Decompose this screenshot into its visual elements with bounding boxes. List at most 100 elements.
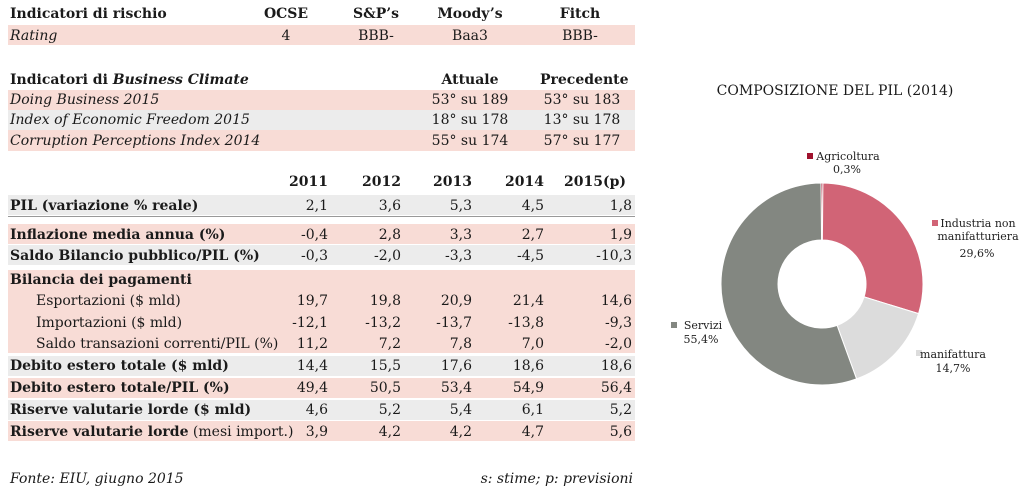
macro-cell: 7,0 bbox=[521, 336, 544, 352]
rating-ocse: 4 bbox=[281, 28, 291, 44]
year-header: 2011 bbox=[289, 174, 328, 190]
rating-fitch: BBB- bbox=[562, 28, 598, 44]
macro-cell: 4,6 bbox=[305, 402, 328, 418]
macro-cell: 3,9 bbox=[305, 424, 328, 440]
slice-industria-non-manifatturiera bbox=[821, 182, 924, 315]
macro-row-label: Debito estero totale/PIL (%) bbox=[10, 380, 230, 396]
macro-cell: 5,4 bbox=[449, 402, 472, 418]
macro-row-label: Saldo Bilancio pubblico/PIL (%) bbox=[10, 248, 260, 264]
macro-cell: 7,2 bbox=[378, 336, 401, 352]
climate-row-previous: 53° su 183 bbox=[543, 92, 621, 108]
slice-label: Industria non bbox=[940, 217, 1015, 230]
legend-swatch bbox=[916, 350, 922, 356]
macro-cell: 7,8 bbox=[449, 336, 472, 352]
macro-row-label: Importazioni ($ mld) bbox=[36, 315, 183, 331]
macro-row-label: Debito estero totale ($ mld) bbox=[10, 358, 229, 374]
slice-value-label: 0,3% bbox=[833, 163, 861, 176]
macro-cell: -13,8 bbox=[508, 315, 544, 331]
macro-cell: 5,6 bbox=[609, 424, 632, 440]
macro-cell: 53,4 bbox=[440, 380, 472, 396]
slice-label: manifatturiera bbox=[937, 230, 1019, 243]
climate-row-current: 18° su 178 bbox=[431, 112, 509, 128]
slice-manifattura bbox=[836, 296, 920, 380]
macro-cell: 17,6 bbox=[440, 358, 472, 374]
climate-row-current: 53° su 189 bbox=[431, 92, 509, 108]
year-header: 2014 bbox=[505, 174, 544, 190]
macro-cell: -4,5 bbox=[517, 248, 544, 264]
macro-row-band bbox=[8, 270, 635, 353]
macro-cell: -0,3 bbox=[301, 248, 328, 264]
slice-value-label: 29,6% bbox=[960, 247, 995, 260]
macro-row-band bbox=[8, 356, 635, 376]
macro-cell: 21,4 bbox=[512, 293, 544, 309]
climate-row-label: Corruption Perceptions Index 2014 bbox=[10, 133, 261, 149]
climate-title: Indicatori di Business Climate bbox=[10, 72, 249, 88]
climate-row-band bbox=[8, 110, 635, 130]
macro-cell: 2,7 bbox=[521, 227, 544, 243]
slice-value-label: 14,7% bbox=[936, 362, 971, 375]
slice-agricoltura bbox=[820, 182, 824, 241]
macro-cell: 56,4 bbox=[600, 380, 632, 396]
macro-row-label: Riserve valutarie lorde ($ mld) bbox=[10, 402, 252, 418]
macro-cell: -10,3 bbox=[596, 248, 632, 264]
legend-swatch bbox=[671, 322, 677, 328]
macro-cell: -2,0 bbox=[374, 248, 401, 264]
macro-cell: 5,2 bbox=[609, 402, 632, 418]
legend-swatch bbox=[807, 153, 813, 159]
macro-cell: 18,6 bbox=[600, 358, 632, 374]
climate-col-previous: Precedente bbox=[540, 72, 629, 88]
macro-cell: 11,2 bbox=[296, 336, 328, 352]
year-header: 2012 bbox=[362, 174, 401, 190]
macro-cell: 4,2 bbox=[449, 424, 472, 440]
climate-row-band bbox=[8, 90, 635, 110]
slice-value-label: 55,4% bbox=[684, 333, 719, 346]
risk-col-ocse: OCSE bbox=[263, 6, 309, 22]
macro-cell: 19,7 bbox=[296, 293, 328, 309]
macro-cell: -13,7 bbox=[436, 315, 472, 331]
macro-cell: 4,7 bbox=[521, 424, 544, 440]
macro-cell: 1,8 bbox=[609, 198, 632, 214]
chart-title: COMPOSIZIONE DEL PIL (2014) bbox=[716, 83, 954, 99]
source-note: Fonte: EIU, giugno 2015 bbox=[10, 471, 184, 487]
macro-row-label: Esportazioni ($ mld) bbox=[36, 293, 181, 309]
legend-swatch bbox=[932, 220, 938, 226]
macro-row-band bbox=[8, 245, 635, 265]
year-header: 2013 bbox=[433, 174, 472, 190]
climate-row-previous: 13° su 178 bbox=[543, 112, 621, 128]
macro-cell: 19,8 bbox=[369, 293, 401, 309]
macro-cell: 20,9 bbox=[440, 293, 472, 309]
macro-cell: 14,6 bbox=[600, 293, 632, 309]
macro-cell: 15,5 bbox=[369, 358, 401, 374]
macro-row-band bbox=[8, 421, 635, 441]
slice-label: Servizi bbox=[684, 319, 723, 332]
macro-cell: 3,3 bbox=[449, 227, 472, 243]
macro-cell: 5,3 bbox=[449, 198, 472, 214]
macro-row-band bbox=[8, 195, 635, 215]
risk-title: Indicatori di rischio bbox=[10, 6, 167, 22]
risk-col-fitch: Fitch bbox=[559, 6, 601, 22]
macro-cell: 3,6 bbox=[378, 198, 401, 214]
climate-row-previous: 57° su 177 bbox=[543, 133, 621, 149]
row-divider bbox=[8, 216, 635, 217]
legend-note: s: stime; p: previsioni bbox=[480, 471, 633, 487]
year-header: 2015(p) bbox=[563, 174, 626, 190]
macro-cell: 4,5 bbox=[521, 198, 544, 214]
macro-cell: 2,1 bbox=[305, 198, 328, 214]
macro-cell: -0,4 bbox=[301, 227, 328, 243]
macro-cell: 2,8 bbox=[378, 227, 401, 243]
macro-row-label: Saldo transazioni correnti/PIL (%) bbox=[36, 336, 279, 352]
macro-cell: 50,5 bbox=[369, 380, 401, 396]
macro-cell: 5,2 bbox=[378, 402, 401, 418]
rating-label: Rating bbox=[10, 28, 58, 44]
macro-cell: 14,4 bbox=[296, 358, 328, 374]
macro-row-label: PIL (variazione % reale) bbox=[10, 198, 199, 214]
macro-row-label: Bilancia dei pagamenti bbox=[10, 272, 192, 288]
climate-row-label: Doing Business 2015 bbox=[10, 92, 160, 108]
macro-cell: -9,3 bbox=[605, 315, 632, 331]
macro-cell: 6,1 bbox=[521, 402, 544, 418]
macro-cell: 54,9 bbox=[512, 380, 544, 396]
macro-row-band bbox=[8, 224, 635, 244]
macro-cell: -3,3 bbox=[445, 248, 472, 264]
climate-col-current: Attuale bbox=[441, 72, 499, 88]
slice-label: manifattura bbox=[920, 348, 986, 361]
